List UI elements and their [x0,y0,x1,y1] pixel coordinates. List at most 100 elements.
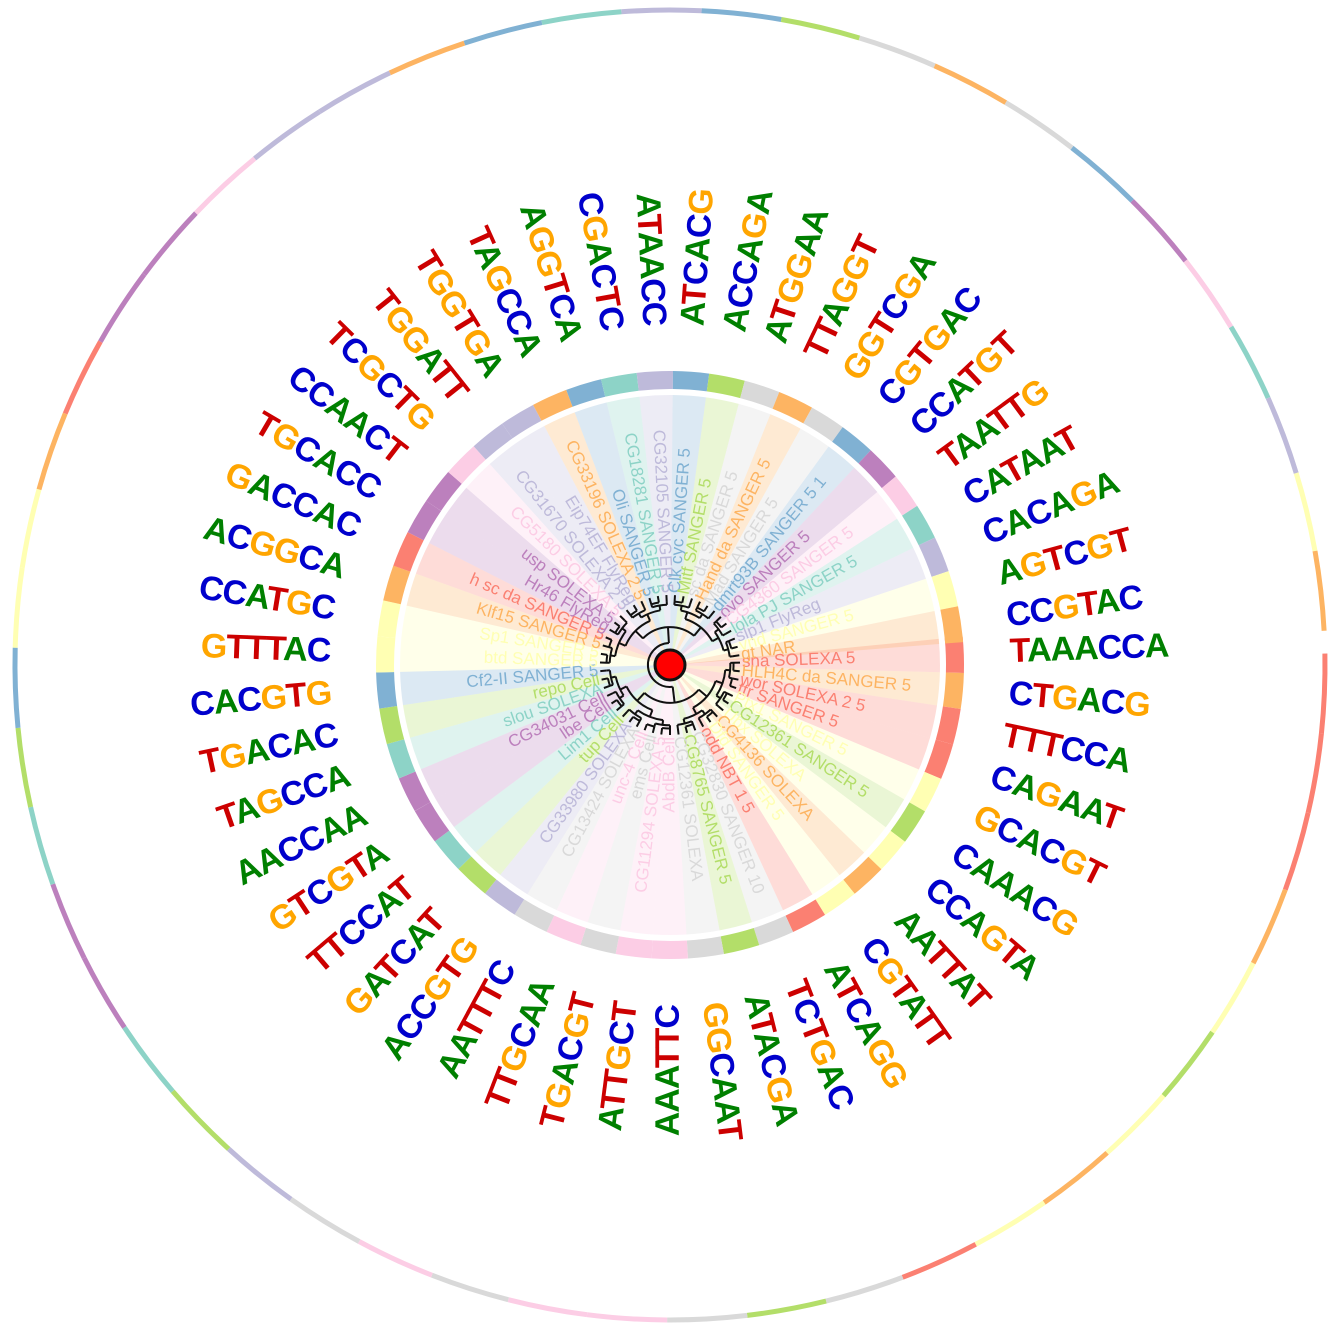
tree-branch [723,690,728,695]
outer-ring-segment [586,1312,668,1323]
tree-arc [715,620,723,628]
tree-branch [715,680,723,685]
leaf-wedge [400,665,670,706]
tree-arc [692,680,717,709]
tree-branch [729,684,737,690]
motif-logo: CATAAT [956,418,1086,513]
tree-branch [643,606,647,611]
inner-ring-segment [414,802,450,842]
tree-arc [625,685,653,712]
inner-ring-segment [740,380,780,409]
tree-branch [621,711,628,718]
motif-logo: CAGAAT [985,757,1128,838]
tree-arc [646,642,673,688]
inner-ring-segment [376,636,396,673]
leaf-wedge [670,665,886,853]
leaf-wedge [403,665,670,738]
inner-ring-segment [398,771,431,812]
inner-ring-segment [832,427,871,464]
tree-branch [726,692,734,697]
inner-ring-segment [383,565,411,605]
outer-ring-segment [825,1274,904,1304]
tree-branch [692,723,697,731]
inner-ring-segment [843,856,882,894]
outer-ring-segment [1070,145,1134,203]
outer-ring-segment [1282,812,1311,891]
tree-branch [713,620,717,625]
outer-ring-segment [1130,199,1188,263]
leaf-wedge [620,665,670,935]
tree-branch [625,609,632,616]
inner-ring-segment [931,571,959,610]
leaf-wedge [406,573,670,665]
inner-ring-segment [502,404,542,439]
outer-ring-segment [62,340,103,415]
motif-logo: ACCAGA [715,186,780,334]
tree-branch [602,644,610,649]
tree-arc [724,641,731,657]
tree-branch [646,613,652,622]
leaf-wedge [670,665,919,800]
tree-branch [693,626,702,637]
leaf-wedge [670,492,897,665]
tree-arc [646,723,655,728]
outer-ring-segment [541,9,622,26]
tree-arc [642,626,695,640]
inner-ring-segment [785,899,826,932]
outer-ring-segment [122,1026,175,1093]
leaf-wedge [670,665,720,935]
tree-arc [680,609,701,619]
leaf-wedge [670,578,935,665]
root-node[interactable] [653,648,687,682]
tree-arc [715,669,727,697]
motif-logo: TGCACC [248,404,388,508]
tree-branch [715,616,722,623]
leaf-wedge [466,464,670,665]
inner-ring-segment [533,389,573,421]
tree-arc [608,647,614,663]
outer-ring-segment [1161,1030,1215,1098]
inner-ring-segment [706,373,745,399]
tree-branch [731,645,738,650]
tree-branch [653,723,657,727]
inner-ring-segment [386,739,416,779]
leaf-wedge [670,428,829,665]
leaf-wedge [410,665,670,770]
tree-arc [674,600,683,604]
outer-ring-segment [430,1272,509,1303]
leaf-wedge [670,665,865,876]
inner-ring-segment [901,505,935,546]
motif-logo: CCATGC [196,568,338,627]
motif-logo: ACGGCA [199,509,349,586]
leaf-wedge [670,665,752,931]
leaf-label: btd SANGER 5 [483,648,598,671]
inner-ring-segment [924,739,954,779]
inner-ring-segment [580,927,620,954]
leaf-wedge [670,395,706,665]
tree-branch [671,686,676,703]
inner-ring-segment [434,830,472,870]
tree-branch [699,720,705,728]
tree-arc [727,640,733,649]
tree-branch [651,726,656,734]
tree-arc [706,711,714,718]
outer-ring-segment [1183,259,1234,329]
leaf-wedge [556,665,670,923]
tree-branch [696,601,701,609]
leaf-wedge [670,518,914,665]
outer-ring-segment [194,156,257,215]
motif-logo: GGCAAT [695,1000,750,1144]
outer-ring-segment [318,70,391,114]
motif-logo: GTTTAC [200,627,331,670]
outer-ring-segment [253,109,322,161]
tree-branch [728,637,736,642]
tree-branch [610,699,618,705]
inner-ring-segment [720,927,760,955]
leaf-wedge [544,412,670,665]
outer-ring-segment [170,1089,231,1151]
outer-ring-segment [507,1297,588,1318]
tree-arc [640,609,661,619]
leaf-label: sna SOLEXA 5 [742,648,856,671]
outer-ring-segment [142,211,198,276]
